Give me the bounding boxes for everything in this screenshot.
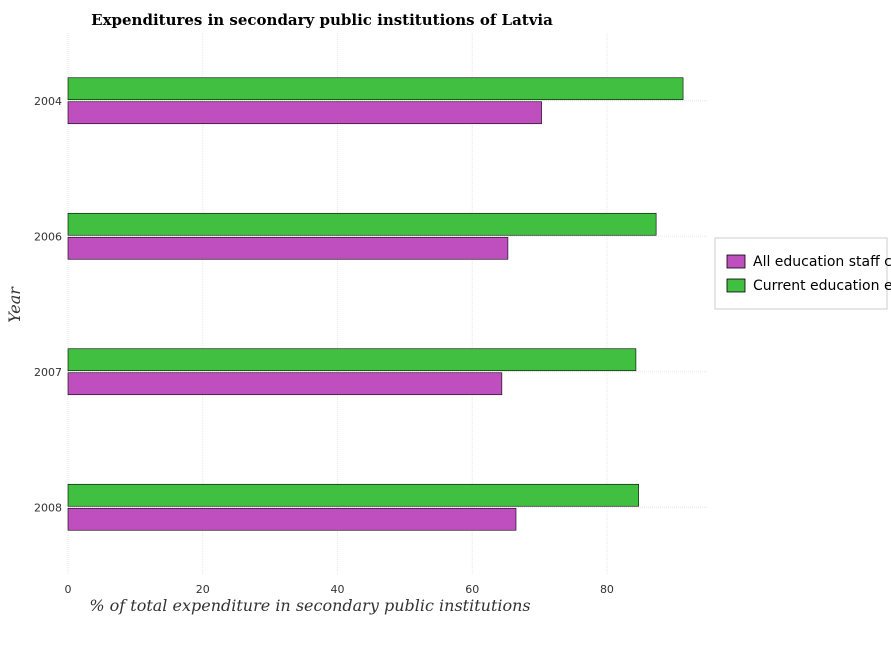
x-tick-label: 20 [196,583,210,596]
bar-staff-compensation [67,101,542,125]
x-axis-ticks: 0 20 40 60 80 [65,583,614,596]
bar-staff-compensation [67,236,509,260]
x-tick-label: 40 [330,583,344,596]
bar-current-expenditure [67,77,684,101]
y-axis-label: Year [5,286,24,323]
x-tick-label: 80 [600,583,614,596]
legend-label-staff-compensation: All education staff compensation [753,254,891,270]
bar-staff-compensation [67,507,517,531]
legend-label-current-expenditure: Current education expenditure [753,278,891,294]
x-tick-label: 0 [65,583,72,596]
legend-swatch-current-expenditure [726,278,746,293]
bars [67,77,684,531]
bar-current-expenditure [67,483,639,507]
bar-current-expenditure [67,348,637,372]
legend-box [714,237,888,310]
y-axis-ticks: 2004 2006 2007 2008 [34,95,62,515]
y-tick-label: 2008 [34,501,62,514]
x-tick-label: 60 [465,583,479,596]
y-tick-label: 2006 [34,230,62,243]
chart-title: Expenditures in secondary public institu… [91,11,553,29]
bar-current-expenditure [67,212,657,236]
bar-staff-compensation [67,372,503,396]
y-tick-label: 2007 [34,366,62,379]
y-tick-label: 2004 [34,95,62,108]
x-axis-label: % of total expenditure in secondary publ… [89,596,530,615]
legend-swatch-staff-compensation [726,254,746,269]
legend: All education staff compensation Current… [714,237,891,310]
plot-area [67,33,708,575]
